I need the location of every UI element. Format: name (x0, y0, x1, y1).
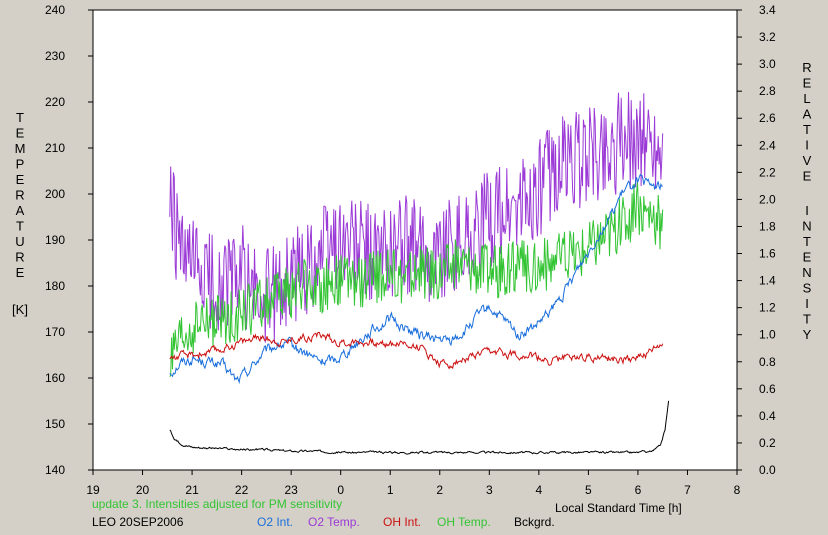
series-line-oh-int (169, 331, 664, 370)
right-label-letter: V (803, 153, 812, 168)
series-line-o2-int (169, 174, 663, 385)
left-tick-label: 200 (45, 187, 65, 201)
left-tick-label: 220 (45, 95, 65, 109)
left-label-letter: M (15, 141, 26, 156)
legend-item-o2-int: O2 Int. (257, 515, 293, 529)
right-tick-label: 3.4 (759, 3, 776, 17)
station-text: LEO 20SEP2006 (92, 515, 184, 529)
left-label-letter: A (16, 203, 25, 218)
left-label-letter: T (16, 110, 24, 125)
left-label-letter: R (15, 188, 24, 203)
left-tick-label: 150 (45, 417, 65, 431)
right-axis-ticks: 0.0 0.2 0.4 0.6 0.8 1.0 1.2 1.4 1.6 1.8 2.0 2.2 2.4 2… (737, 3, 776, 477)
right-label-letter: N (802, 219, 811, 234)
x-tick-label: 6 (635, 483, 642, 497)
x-tick-label: 0 (337, 483, 344, 497)
x-tick-label: 7 (684, 483, 691, 497)
right-tick-label: 0.4 (759, 409, 776, 423)
right-tick-label: 0.6 (759, 382, 776, 396)
right-label-letter: L (803, 91, 810, 106)
right-tick-label: 3.0 (759, 57, 776, 71)
left-label-letter: U (15, 234, 24, 249)
legend-item-oh-int: OH Int. (383, 515, 421, 529)
legend-item-o2-temp: O2 Temp. (308, 515, 360, 529)
right-label-letter: Y (803, 327, 812, 342)
right-label-letter: E (803, 250, 812, 265)
left-label-letter: P (16, 157, 25, 172)
left-label-letter: T (16, 219, 24, 234)
left-axis-unit: [K] (12, 302, 28, 317)
x-tick-label: 2 (436, 483, 443, 497)
right-label-letter: T (803, 234, 811, 249)
left-label-letter: E (16, 172, 25, 187)
right-tick-label: 0.8 (759, 355, 776, 369)
x-tick-label: 19 (86, 483, 100, 497)
right-tick-label: 0.0 (759, 463, 776, 477)
right-tick-label: 0.2 (759, 436, 776, 450)
right-tick-label: 1.2 (759, 301, 776, 315)
right-label-letter: A (803, 107, 812, 122)
right-label-letter: I (805, 296, 809, 311)
right-tick-label: 2.0 (759, 192, 776, 206)
x-axis-label: Local Standard Time [h] (555, 501, 682, 515)
right-label-letter: T (803, 312, 811, 327)
right-tick-label: 1.6 (759, 247, 776, 261)
x-tick-label: 5 (585, 483, 592, 497)
right-label-letter: S (803, 281, 812, 296)
left-tick-label: 240 (45, 3, 65, 17)
series-line-bckgrd (169, 400, 670, 455)
x-tick-label: 3 (486, 483, 493, 497)
x-tick-label: 21 (185, 483, 199, 497)
right-label-letter: E (803, 76, 812, 91)
note-text: update 3. Intensities adjusted for PM se… (92, 497, 342, 511)
right-label-letter: I (805, 138, 809, 153)
right-tick-label: 2.8 (759, 84, 776, 98)
right-label-letter: E (803, 169, 812, 184)
right-tick-label: 1.0 (759, 328, 776, 342)
left-tick-label: 210 (45, 141, 65, 155)
x-tick-label: 22 (235, 483, 249, 497)
x-tick-label: 4 (536, 483, 543, 497)
right-tick-label: 1.8 (759, 219, 776, 233)
x-axis-ticks: 19 20 21 22 23 0 1 2 3 4 5 6 7 8 (86, 470, 741, 497)
x-tick-label: 1 (387, 483, 394, 497)
x-tick-label: 8 (734, 483, 741, 497)
left-tick-label: 140 (45, 463, 65, 477)
left-tick-label: 160 (45, 371, 65, 385)
legend-item-bckgrd: Bckgrd. (514, 515, 555, 529)
legend-item-oh-temp: OH Temp. (437, 515, 491, 529)
series-line-o2-temp (169, 91, 664, 344)
right-tick-label: 2.6 (759, 111, 776, 125)
right-label-letter: I (805, 203, 809, 218)
left-axis-ticks: 140 150 160 170 180 190 200 210 220 230 240 (45, 3, 93, 477)
right-tick-label: 2.4 (759, 138, 776, 152)
left-tick-label: 230 (45, 49, 65, 63)
right-label-letter: T (803, 122, 811, 137)
right-label-letter: R (802, 60, 811, 75)
right-label-letter: N (802, 265, 811, 280)
left-label-letter: E (16, 126, 25, 141)
left-tick-label: 190 (45, 233, 65, 247)
legend: O2 Int. O2 Temp. OH Int. OH Temp. Bckgrd. (257, 515, 555, 529)
right-tick-label: 2.2 (759, 165, 776, 179)
series-layer (169, 91, 670, 455)
left-tick-label: 170 (45, 325, 65, 339)
x-tick-label: 20 (136, 483, 150, 497)
left-label-letter: E (16, 265, 25, 280)
x-tick-label: 23 (284, 483, 298, 497)
right-tick-label: 1.4 (759, 274, 776, 288)
left-label-letter: R (15, 250, 24, 265)
right-tick-label: 3.2 (759, 30, 776, 44)
left-tick-label: 180 (45, 279, 65, 293)
